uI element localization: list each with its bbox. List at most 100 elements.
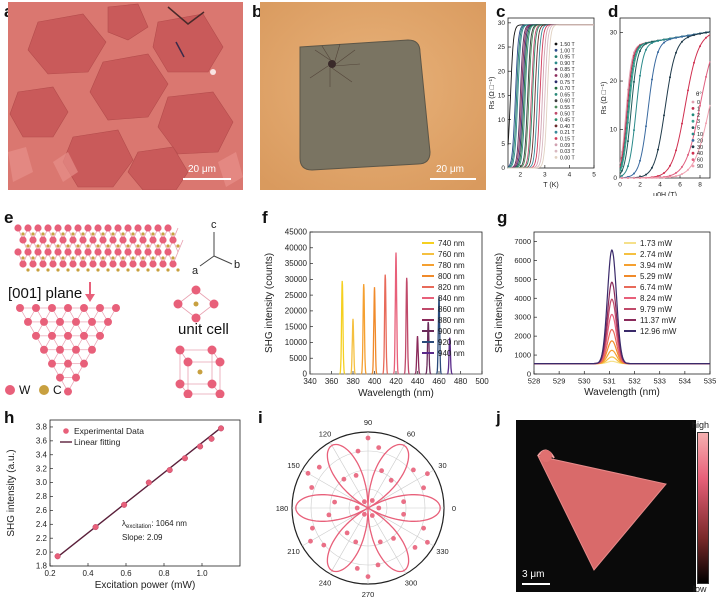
y-tick-label: 15 (498, 93, 506, 100)
data-point (369, 513, 375, 518)
w-atom (96, 304, 104, 312)
legend-c-dot (39, 385, 49, 395)
data-point (421, 525, 426, 531)
angle-label: 90 (364, 418, 372, 427)
data-point (208, 435, 215, 442)
legend-label: 0.09 T (560, 143, 575, 149)
y-axis-label: SHG intensity (a.u.) (6, 449, 17, 536)
angle-label: 270 (362, 590, 375, 599)
data-point (651, 176, 653, 179)
x-tick-label: 0.4 (82, 569, 94, 578)
w-atom (144, 224, 152, 232)
c-atom (66, 244, 70, 248)
data-point (54, 553, 61, 560)
legend-marker (554, 156, 558, 159)
data-point (217, 425, 225, 432)
w-atom (112, 304, 120, 312)
plane-label: [001] plane (8, 285, 82, 302)
w-atom (94, 224, 102, 232)
data-point (621, 169, 623, 172)
w-atom (80, 331, 88, 340)
data-point (681, 35, 683, 38)
data-point (197, 443, 204, 450)
w-atom (49, 236, 57, 244)
data-point (326, 512, 332, 518)
legend-marker (554, 48, 558, 52)
x-tick-label: 500 (475, 377, 489, 386)
annotation-slope: Slope: 2.09 (122, 533, 163, 542)
x-tick-label: 534 (679, 377, 692, 386)
data-point (639, 177, 641, 179)
polar-spoke (302, 469, 369, 509)
data-point (699, 32, 701, 35)
optical-micrograph-a: 20 μm (8, 2, 243, 190)
c-atom (91, 256, 95, 260)
chart-f: 340 360 380 400 420 440 460 480 5000500010000150… (264, 228, 489, 399)
panel-label-d: d (608, 2, 619, 21)
w-atom (19, 236, 27, 244)
legend-marker (691, 113, 695, 117)
y-tick-label: 30 (498, 20, 506, 27)
annot-rest: : 1064 nm (151, 519, 187, 528)
w-atom (183, 389, 193, 398)
polar-spoke (367, 442, 407, 509)
x-tick-label: 460 (432, 377, 446, 386)
legend-label: 780 nm (438, 261, 465, 270)
legend-marker (554, 42, 558, 46)
angle-label: 60 (407, 430, 415, 439)
spectral-peak (435, 296, 443, 375)
w-atom (24, 248, 32, 256)
c-atom (171, 232, 175, 236)
series-line (508, 24, 594, 169)
legend-label: 30 (697, 145, 703, 151)
data-point (669, 174, 671, 177)
c-atom (76, 244, 80, 248)
c-atom (36, 268, 40, 272)
data-point (377, 539, 383, 545)
layered-lattice (14, 224, 184, 272)
data-point (365, 435, 371, 441)
legend-label: 0.65 T (560, 92, 575, 98)
x-tick-label: 533 (653, 377, 666, 386)
y-axis-label: Rs (Ω □⁻¹) (489, 77, 496, 110)
data-point (663, 114, 665, 117)
data-point (639, 46, 641, 49)
legend-label: 9.79 mW (640, 305, 672, 314)
legend-marker (554, 86, 558, 90)
scale-text-a: 20 μm (188, 164, 216, 175)
w-atom (104, 248, 112, 256)
w-atom (99, 260, 107, 268)
fit-line (57, 427, 222, 558)
legend-marker (691, 164, 695, 168)
data-point (391, 536, 396, 541)
y-tick-label: 20 (610, 78, 618, 85)
data-point (316, 464, 322, 470)
c-atom (176, 268, 180, 272)
legend-label: 2.74 mW (640, 250, 672, 259)
data-point (663, 41, 665, 44)
triangle-lattice (16, 304, 120, 396)
c-atom (26, 268, 30, 272)
c-atom (151, 232, 155, 236)
w-atom (134, 248, 142, 256)
data-point (376, 445, 382, 450)
data-point (375, 562, 381, 568)
x-tick-label: 0.6 (120, 569, 132, 578)
legend-marker (691, 100, 695, 104)
legend-label: 0.03 T (560, 149, 575, 155)
y-tick-label: 3000 (514, 313, 531, 322)
data-point (121, 501, 128, 508)
w-atom (59, 260, 67, 268)
angle-label: 300 (405, 578, 418, 587)
w-atom (48, 304, 56, 312)
c-atom (106, 268, 110, 272)
spectral-peak (360, 284, 367, 375)
series-line (508, 24, 594, 169)
w-atom (169, 260, 177, 268)
data-point (675, 171, 677, 174)
c-atom (81, 256, 85, 260)
polar-spoke (367, 507, 434, 547)
legend-marker (691, 145, 695, 149)
w-atom (84, 248, 92, 256)
c-atom (121, 232, 125, 236)
